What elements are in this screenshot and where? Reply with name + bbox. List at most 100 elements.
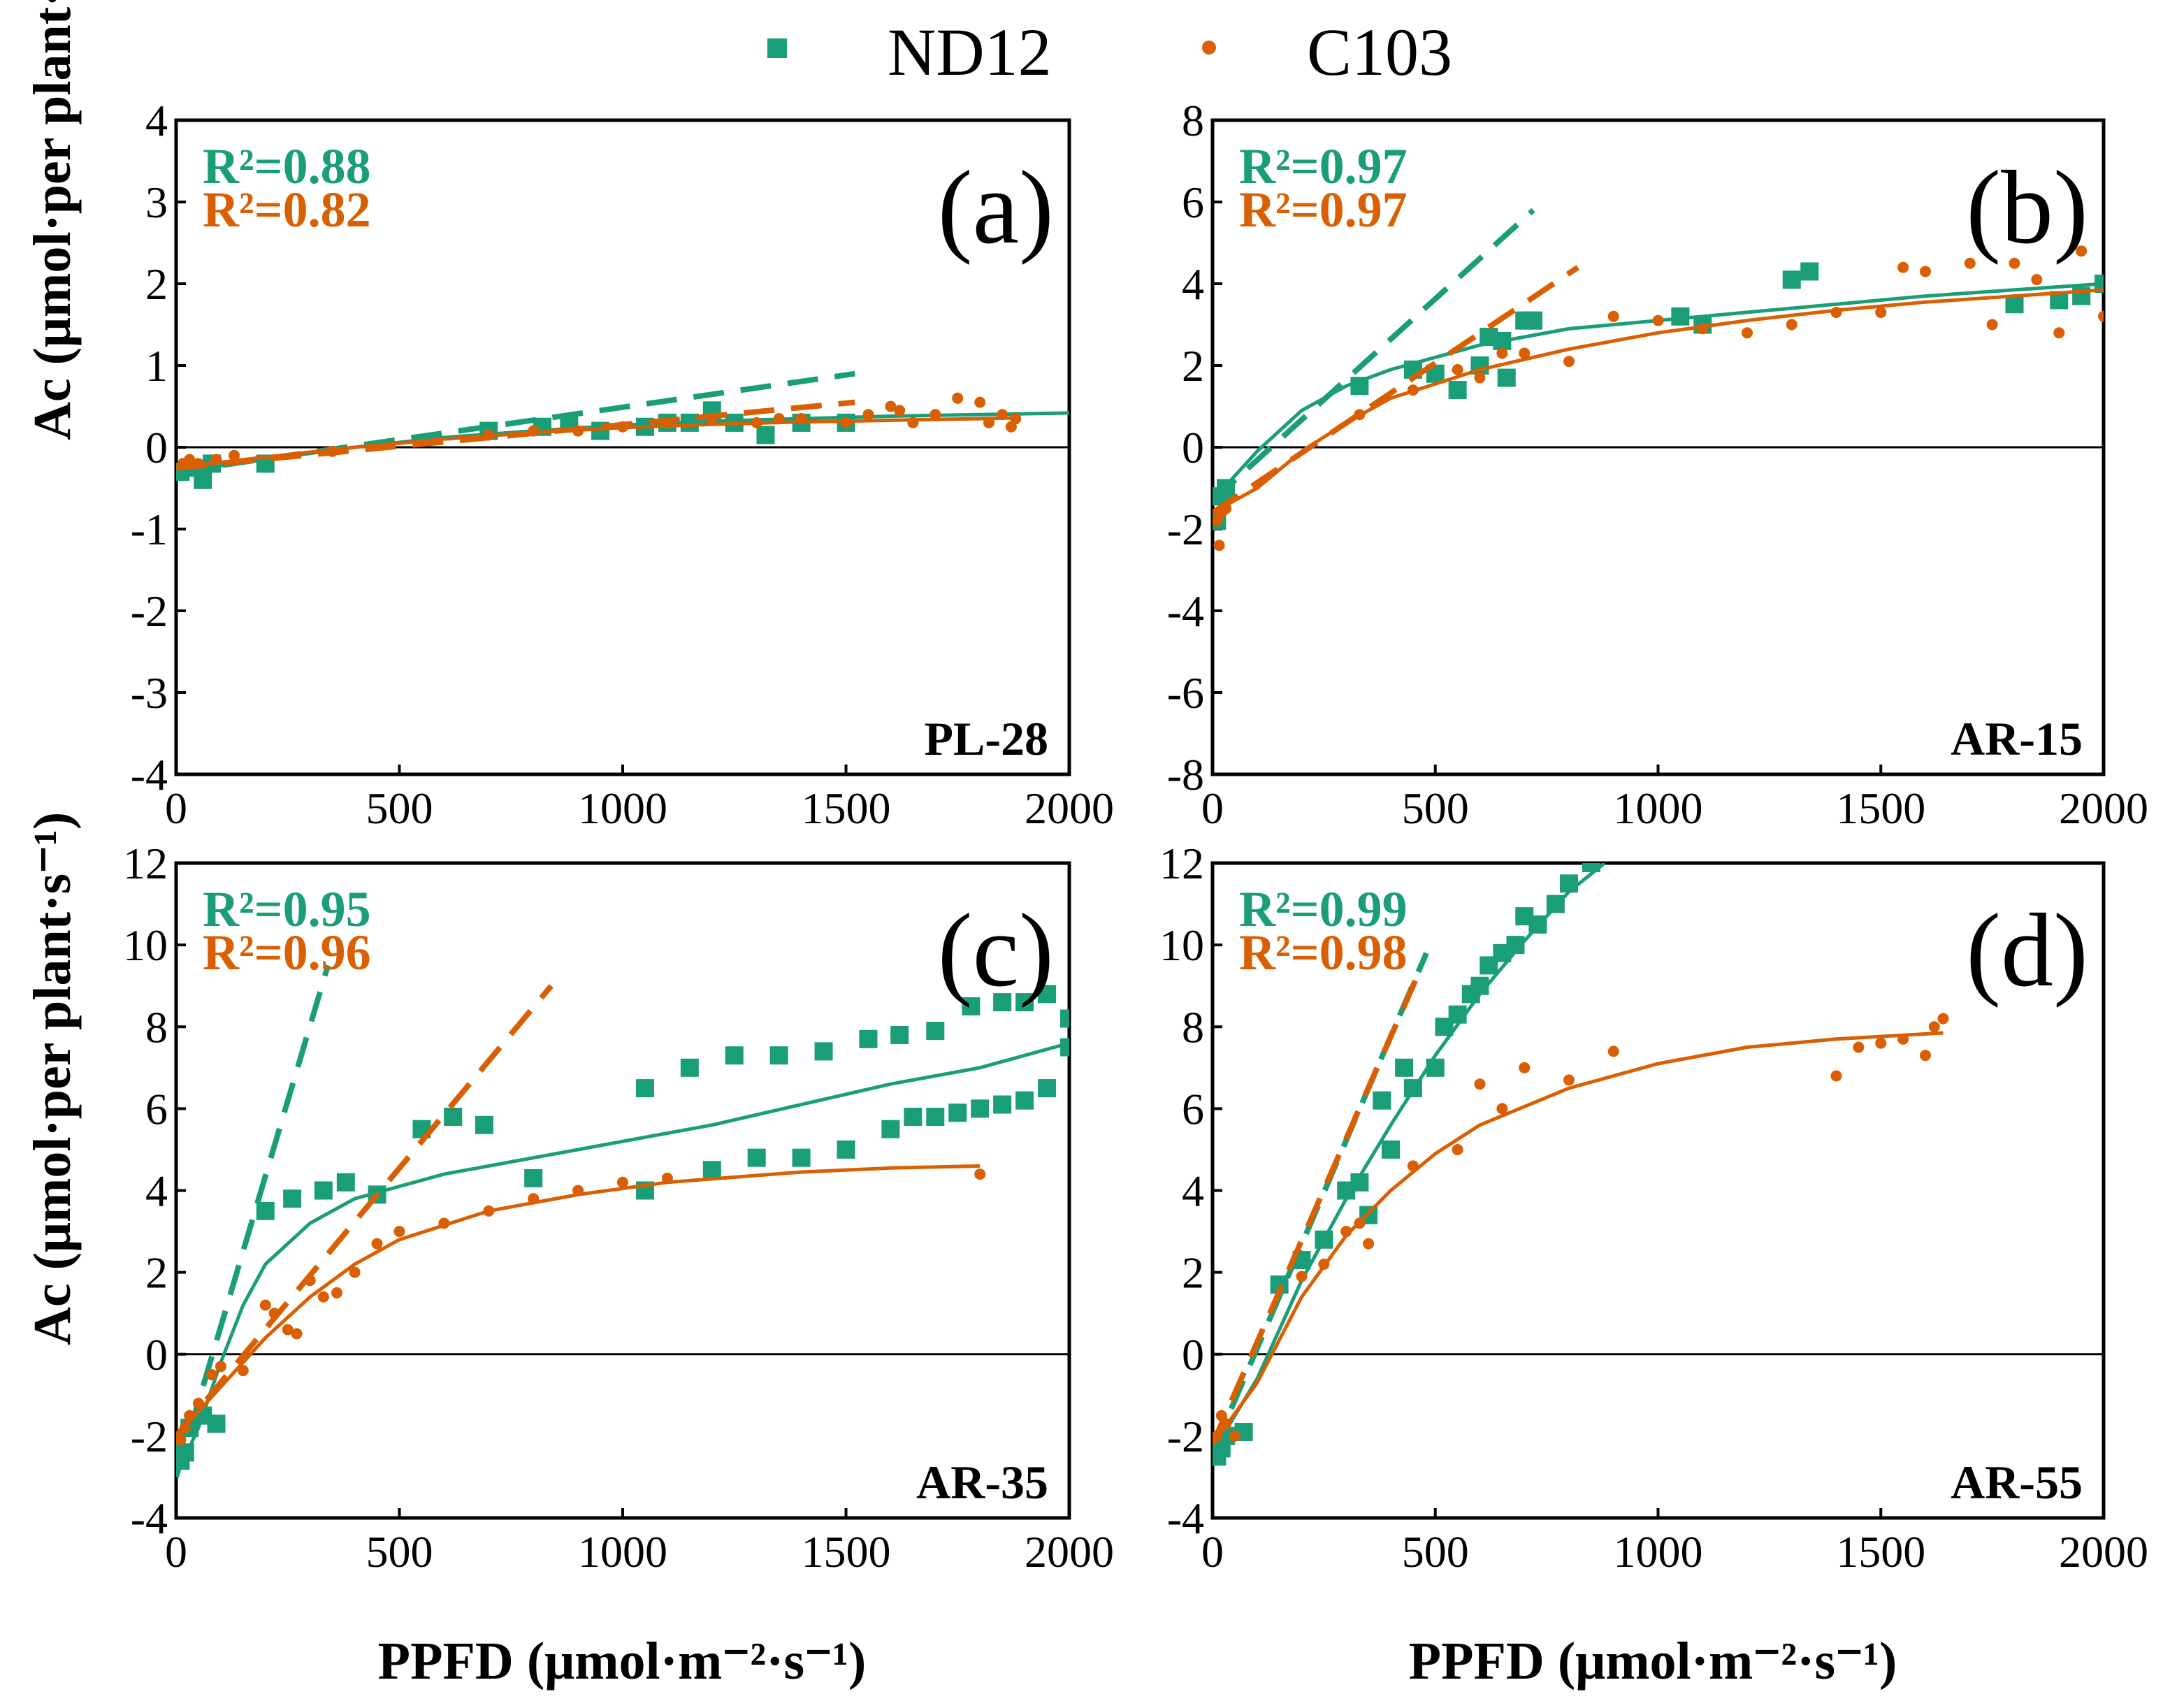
nd12-point [837, 1140, 855, 1159]
c103-point [1452, 363, 1463, 375]
c103-point [1607, 1045, 1619, 1057]
y-tick-label: -6 [1167, 668, 1204, 718]
c103-point [268, 1308, 280, 1319]
nd12-point [635, 1079, 654, 1098]
c103-point [1318, 1258, 1330, 1270]
c103-point [176, 1434, 187, 1446]
panel-a-plot [176, 370, 1069, 489]
c103-point [2076, 245, 2088, 257]
c103-point [1920, 1050, 1931, 1062]
y-tick-label: 3 [145, 178, 168, 227]
c103-point [894, 405, 906, 417]
c103-point [1474, 372, 1486, 384]
nd12-point [1403, 1079, 1422, 1098]
x-tick-label: 2000 [1025, 1527, 1114, 1577]
c103-point [706, 413, 718, 425]
c103-point [1897, 1033, 1909, 1045]
nd12-point [256, 1201, 275, 1220]
x-tick-label: 1000 [1614, 1527, 1703, 1577]
panel-b: 0 500 1000 1500 2000 -8 -6 -4 -2 0 2 4 6 8 R²=0.97R²=0… [1167, 96, 2148, 833]
nd12-point [859, 1029, 878, 1048]
y-tick-label: -2 [131, 1412, 168, 1461]
panel-letter: (d) [1966, 892, 2088, 1008]
nd12-point [971, 1099, 990, 1118]
nd12-fit-curve [1213, 282, 2104, 502]
nd12-point [176, 1443, 194, 1462]
x-tick-label: 2000 [1025, 783, 1114, 833]
nd12-point [769, 1046, 788, 1065]
c103-point [1220, 1418, 1232, 1430]
x-tick-label: 0 [1201, 1527, 1224, 1577]
nd12-point [1315, 1230, 1333, 1249]
nd12-point [1497, 368, 1516, 387]
nd12-point [702, 1161, 721, 1180]
x-tick-label: 500 [366, 1527, 433, 1577]
c103-point [291, 1328, 303, 1340]
c103-point [2053, 327, 2065, 339]
c103-point [229, 449, 240, 461]
c103-point [1519, 347, 1531, 359]
y-tick-label: 1 [145, 341, 168, 391]
x-tick-label: 1500 [1836, 1527, 1925, 1577]
nd12-point [524, 1168, 543, 1187]
panel-c-plot [176, 964, 1069, 1478]
x-tick-label: 500 [366, 783, 433, 833]
r2-c103: R²=0.98 [1239, 925, 1408, 980]
c103-point [885, 400, 897, 412]
c103-point [974, 396, 986, 408]
y-tick-label: -8 [1167, 750, 1204, 799]
c103-point [206, 1369, 218, 1381]
y-tick-label: 2 [1182, 1248, 1204, 1298]
c103-point [751, 417, 762, 428]
x-tick-label: 1000 [1614, 783, 1703, 833]
nd12-point [904, 1108, 923, 1127]
nd12-point [881, 1120, 900, 1138]
y-tick-label: 0 [145, 1330, 168, 1380]
nd12-point [283, 1189, 302, 1208]
r2-nd12: R²=0.99 [1239, 881, 1408, 937]
x-axis-title-left: PPFD (μmol·m⁻²·s⁻¹) [378, 1632, 867, 1691]
y-tick-label: 4 [145, 1166, 168, 1216]
c103-point [1496, 1103, 1508, 1115]
c103-point [1407, 384, 1419, 396]
nd12-point [814, 1042, 833, 1061]
y-tick-label: 0 [1182, 1330, 1204, 1380]
y-tick-label: 4 [1182, 1166, 1204, 1216]
legend-c103-label: C103 [1307, 15, 1452, 89]
c103-point [1010, 413, 1022, 425]
c103-point [1897, 261, 1909, 273]
c103-point [2009, 257, 2020, 269]
nd12-point [1350, 377, 1369, 396]
nd12-point [725, 1046, 744, 1065]
c103-point [1354, 409, 1366, 421]
nd12-point [194, 470, 212, 489]
nd12-point [1038, 1079, 1057, 1098]
y-tick-label: 2 [145, 259, 168, 309]
c103-point [179, 1422, 191, 1434]
nd12-tangent-line [176, 964, 331, 1478]
c103-point [2031, 274, 2043, 286]
c103-tangent-line [1213, 964, 1425, 1446]
nd12-point [962, 997, 981, 1015]
y-tick-label: 6 [145, 1084, 168, 1134]
nd12-point [1060, 1009, 1069, 1028]
c103-point [862, 409, 874, 421]
c103-point [1607, 310, 1619, 322]
c103-point [192, 458, 204, 470]
c103-fit-curve [1213, 1031, 1944, 1446]
c103-point [184, 1410, 196, 1421]
panel-name: PL-28 [924, 712, 1048, 765]
legend-nd12-label: ND12 [888, 15, 1052, 89]
nd12-point [475, 1115, 493, 1134]
c103-point [393, 1226, 405, 1238]
nd12-point [1800, 262, 1819, 281]
nd12-point [926, 1108, 945, 1127]
c103-point [1213, 540, 1225, 551]
c103-point [1786, 319, 1797, 331]
panel-a: 0 500 1000 1500 2000 -4 -3 -2 -1 0 1 2 3 4 R²=0.88R²=0… [131, 96, 1114, 833]
y-tick-label: 8 [145, 1002, 168, 1052]
nd12-point [2095, 275, 2104, 293]
y-tick-label: 0 [145, 423, 168, 472]
c103-point [795, 413, 807, 425]
c103-fit-curve [1213, 288, 2104, 514]
